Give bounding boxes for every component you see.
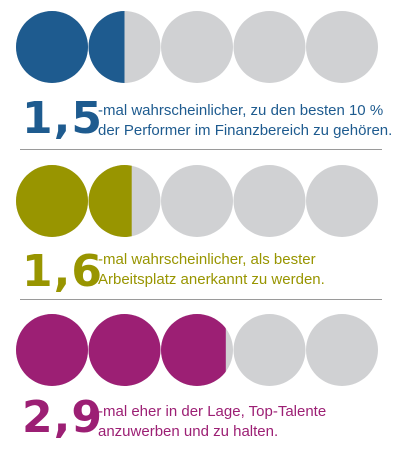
description-line-2a: -mal wahrscheinlicher, als bester xyxy=(98,251,316,268)
circle-fill-1-2 xyxy=(88,11,125,83)
stat-block-2: 1,6 -mal wahrscheinlicher, als bester Ar… xyxy=(0,150,400,300)
description-line-1a: -mal wahrscheinlicher, zu den besten 10 … xyxy=(98,102,384,119)
description-line-1b: der Performer im Finanzbereich zu gehöre… xyxy=(98,122,393,139)
big-number-1: 1,5 xyxy=(22,93,103,144)
big-number-2: 1,6 xyxy=(22,246,103,297)
circle-fill-2-2 xyxy=(88,165,132,237)
circle-fill-1-1 xyxy=(16,11,88,83)
circle-fill-3-3 xyxy=(161,314,226,386)
stat-block-3: 2,9 -mal eher in der Lage, Top-Talente a… xyxy=(0,300,400,450)
big-number-3: 2,9 xyxy=(22,392,103,443)
circle-row-3 xyxy=(0,313,400,387)
circle-2-5 xyxy=(306,165,378,237)
divider-2 xyxy=(20,299,382,300)
circle-1-5 xyxy=(306,11,378,83)
circle-gauge-1 xyxy=(16,11,378,83)
circle-3-4 xyxy=(233,314,306,386)
circle-2-3 xyxy=(161,165,233,237)
description-line-3a: -mal eher in der Lage, Top-Talente xyxy=(98,403,327,420)
circle-gauge-3 xyxy=(16,314,378,386)
circle-2-4 xyxy=(233,165,306,237)
circle-row-1 xyxy=(0,10,400,84)
circle-3-5 xyxy=(306,314,378,386)
circle-gauge-2 xyxy=(16,165,378,237)
circle-row-2 xyxy=(0,164,400,238)
circle-fill-2-1 xyxy=(16,165,88,237)
circle-fill-3-2 xyxy=(88,314,161,386)
circle-1-3 xyxy=(161,11,233,83)
description-line-3b: anzuwerben und zu halten. xyxy=(98,423,279,440)
circle-1-4 xyxy=(233,11,306,83)
stat-block-1: 1,5 -mal wahrscheinlicher, zu den besten… xyxy=(0,0,400,150)
circle-fill-3-1 xyxy=(16,314,88,386)
description-line-2b: Arbeitsplatz anerkannt zu werden. xyxy=(98,271,325,288)
divider-1 xyxy=(20,149,382,150)
